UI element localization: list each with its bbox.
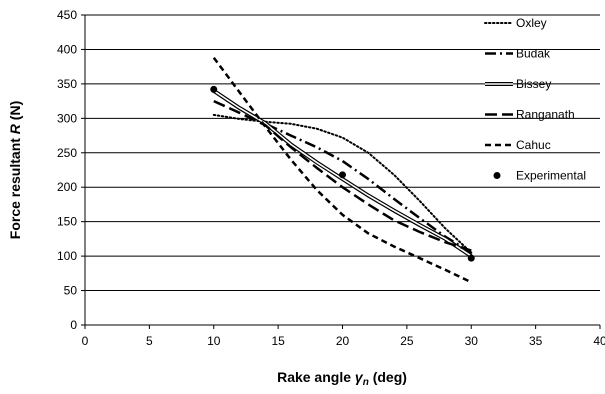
series-oxley bbox=[212, 113, 473, 254]
legend-item-experimental: Experimental bbox=[493, 169, 586, 183]
y-tick-label: 300 bbox=[57, 111, 77, 125]
series-line-cahuc bbox=[212, 56, 472, 284]
y-tick-label: 450 bbox=[57, 8, 77, 22]
y-axis-title: Force resultant R (N) bbox=[7, 101, 23, 239]
series-lines bbox=[210, 56, 475, 284]
legend: Oxley Budak Bissey Ranganath Cahuc Experiment… bbox=[484, 16, 586, 183]
y-tick-label: 400 bbox=[57, 42, 77, 56]
y-tick-label: 150 bbox=[57, 215, 77, 229]
legend-label-cahuc: Cahuc bbox=[516, 138, 551, 152]
x-tick-label: 35 bbox=[529, 334, 543, 348]
legend-label-experimental: Experimental bbox=[516, 169, 586, 183]
data-point-experimental bbox=[339, 171, 346, 179]
x-tick-label: 0 bbox=[82, 334, 89, 348]
y-tick-label: 0 bbox=[70, 318, 77, 332]
x-tick-label: 40 bbox=[593, 334, 605, 348]
y-tick-label: 100 bbox=[57, 249, 77, 263]
legend-label-ranganath: Ranganath bbox=[516, 108, 575, 122]
y-axis-symbol: R bbox=[7, 123, 23, 134]
y-axis-title-text: Force resultant bbox=[7, 134, 23, 239]
x-axis-title-text: Rake angle bbox=[277, 369, 355, 385]
series-line-ranganath bbox=[213, 99, 472, 252]
x-axis-unit: (deg) bbox=[369, 369, 407, 385]
axes: 0 50 100 150 200 250 300 350 400 450 0 5 10 15 20 25 30 3… bbox=[57, 8, 605, 348]
series-line-oxley bbox=[212, 113, 473, 254]
y-tick-label: 350 bbox=[57, 77, 77, 91]
legend-item-bissey: Bissey bbox=[485, 77, 551, 91]
series-ranganath bbox=[213, 99, 472, 252]
x-tick-label: 20 bbox=[336, 334, 350, 348]
legend-label-bissey: Bissey bbox=[516, 77, 551, 91]
x-tick-label: 10 bbox=[207, 334, 221, 348]
gridlines bbox=[85, 14, 600, 292]
x-axis-symbol: γ bbox=[355, 369, 364, 385]
legend-label-oxley: Oxley bbox=[516, 16, 547, 30]
data-point-experimental bbox=[467, 254, 475, 262]
y-tick-label: 250 bbox=[57, 146, 77, 160]
x-tick-label: 15 bbox=[271, 334, 285, 348]
series-line-bissey-inner bbox=[213, 90, 472, 257]
series-bissey bbox=[212, 89, 473, 258]
y-axis-unit: (N) bbox=[7, 101, 23, 124]
y-tick-label: 50 bbox=[64, 284, 78, 298]
data-point-experimental bbox=[210, 85, 218, 93]
x-tick-label: 5 bbox=[146, 334, 153, 348]
x-axis-subscript: n bbox=[363, 377, 369, 388]
x-axis-title: Rake angle γn (deg) bbox=[277, 369, 407, 388]
legend-marker-experimental bbox=[493, 172, 501, 179]
legend-item-ranganath: Ranganath bbox=[485, 108, 575, 122]
legend-label-budak: Budak bbox=[516, 47, 551, 61]
x-tick-label: 25 bbox=[400, 334, 414, 348]
series-cahuc bbox=[212, 56, 472, 284]
y-tick-label: 200 bbox=[57, 180, 77, 194]
legend-item-budak: Budak bbox=[485, 47, 551, 61]
legend-item-cahuc: Cahuc bbox=[485, 138, 551, 152]
axis-titles: Rake angle γn (deg) Force resultant R (N… bbox=[7, 101, 407, 388]
x-tick-label: 30 bbox=[465, 334, 479, 348]
series-experimental bbox=[210, 85, 475, 262]
legend-item-oxley: Oxley bbox=[484, 16, 547, 30]
